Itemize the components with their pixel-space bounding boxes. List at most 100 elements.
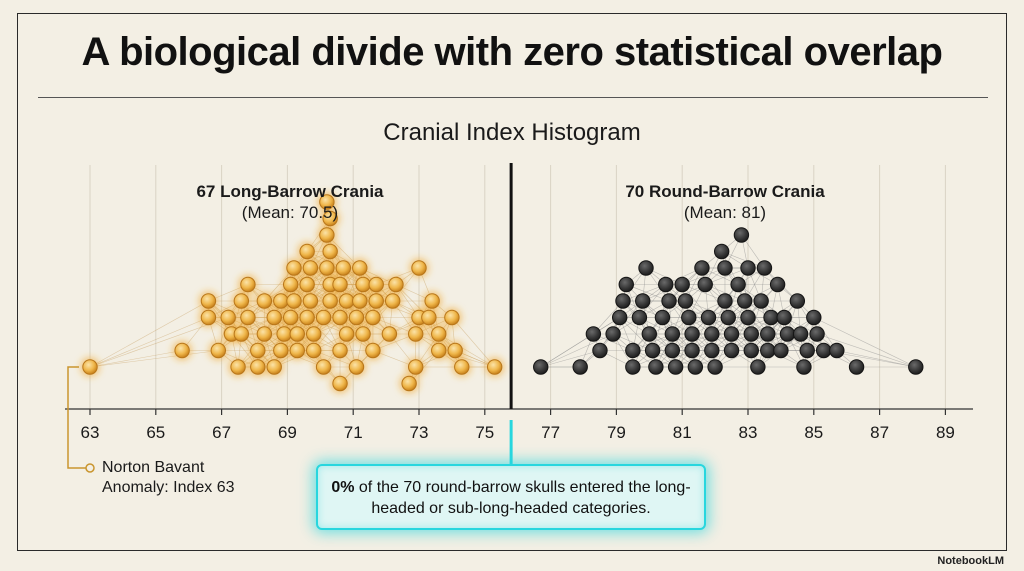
long-barrow-point-1 [174,342,190,359]
round-barrow-point-7 [618,276,634,293]
title-rule [38,97,988,98]
long-barrow-point-67 [411,260,427,276]
chart-title: Cranial Index Histogram [383,119,641,146]
long-barrow-point-7 [230,359,246,375]
long-barrow-point-42 [322,210,338,227]
round-barrow-point-6 [615,293,631,309]
round-barrow-point-9 [625,342,641,359]
round-barrow-point-20 [664,326,681,342]
long-barrow-point-3 [200,309,217,326]
long-barrow-point-32 [306,342,322,359]
long-barrow-point-56 [365,342,381,359]
round-barrow-point-66 [908,359,924,375]
round-barrow-point-62 [809,326,825,342]
round-barrow-point-65 [848,359,865,375]
tick-label-75: 75 [475,423,494,442]
round-barrow-point-46 [743,326,759,342]
callout-box: 0% of the 70 round-barrow skulls entered… [316,464,706,530]
long-barrow-point-72 [444,309,460,326]
tick-label-73: 73 [410,423,429,442]
round-barrow-label: 70 Round-Barrow Crania (Mean: 81) [605,181,845,223]
link-line [540,317,620,368]
tick-label-89: 89 [936,423,955,442]
round-barrow-point-63 [815,342,832,359]
round-barrow-point-52 [763,309,779,326]
long-barrow-point-10 [240,309,256,326]
link-line [816,333,916,368]
round-barrow-point-12 [638,260,654,276]
round-barrow-point-59 [796,359,812,375]
long-barrow-point-19 [273,293,289,309]
round-barrow-point-5 [611,309,628,326]
round-barrow-point-57 [789,293,806,309]
round-barrow-point-34 [713,243,730,260]
long-barrow-point-22 [282,276,299,293]
long-barrow-point-65 [408,326,424,342]
link-line [89,350,183,368]
long-barrow-point-33 [306,326,322,342]
tick-label-85: 85 [804,423,823,442]
long-barrow-mean: (Mean: 70.5) [241,203,339,222]
long-barrow-point-60 [381,326,398,342]
link-line [89,300,209,368]
long-barrow-point-46 [332,375,348,392]
round-barrow-point-24 [681,309,697,326]
long-barrow-label: 67 Long-Barrow Crania (Mean: 70.5) [170,181,410,223]
round-barrow-point-10 [631,309,648,326]
round-barrow-point-45 [743,342,759,359]
long-barrow-point-55 [355,276,371,293]
long-barrow-point-52 [352,260,368,276]
long-barrow-point-8 [233,326,250,342]
slide-frame [17,13,1007,551]
round-barrow-point-56 [779,326,796,342]
anomaly-detail: Anomaly: Index 63 [102,479,235,496]
round-barrow-mean: (Mean: 81) [683,203,767,222]
round-barrow-point-3 [592,342,608,359]
long-barrow-point-58 [368,293,384,309]
round-barrow-point-41 [733,227,750,243]
round-barrow-point-19 [664,342,681,359]
round-barrow-point-44 [740,309,756,326]
tick-label-63: 63 [81,423,100,442]
long-barrow-point-20 [276,326,292,342]
long-barrow-point-45 [332,276,348,293]
long-barrow-point-14 [256,326,273,342]
round-barrow-point-30 [700,309,717,326]
round-barrow-point-47 [750,359,766,375]
round-barrow-point-33 [707,359,723,375]
tick-label-81: 81 [673,423,692,442]
round-barrow-point-49 [756,260,773,276]
link-line [813,317,916,368]
tick-label-87: 87 [870,423,889,442]
long-barrow-point-21 [282,309,299,326]
long-barrow-point-16 [266,359,282,375]
tick-label-79: 79 [607,423,626,442]
round-barrow-point-43 [740,260,756,276]
round-barrow-point-13 [641,326,657,342]
long-barrow-point-44 [332,309,348,326]
anomaly-label: Norton Bavant [102,459,205,476]
link-line [451,317,495,368]
long-barrow-point-24 [286,260,302,276]
round-barrow-point-2 [585,326,602,342]
round-barrow-point-50 [760,342,776,359]
long-barrow-point-31 [302,260,319,276]
round-barrow-point-28 [694,260,710,276]
long-barrow-point-70 [431,342,447,359]
round-barrow-point-4 [605,326,621,342]
long-barrow-point-68 [421,309,437,326]
round-barrow-point-42 [737,293,753,309]
link-line [540,350,601,368]
long-barrow-point-9 [233,293,250,309]
long-barrow-point-36 [319,260,335,276]
long-barrow-point-25 [289,342,305,359]
round-barrow-point-17 [658,276,674,293]
long-barrow-point-26 [289,326,305,342]
round-barrow-point-38 [723,342,740,359]
tick-label-83: 83 [739,423,758,442]
long-barrow-point-2 [200,293,217,309]
link-line [89,350,219,368]
round-barrow-point-35 [717,260,733,276]
anomaly-marker [85,463,95,473]
